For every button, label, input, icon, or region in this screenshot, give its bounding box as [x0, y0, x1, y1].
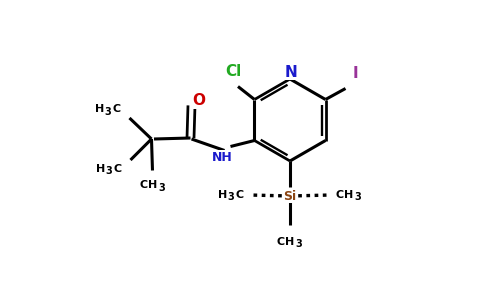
Text: C: C	[139, 181, 148, 190]
Text: 3: 3	[227, 193, 234, 202]
Text: C: C	[277, 237, 285, 247]
Text: NH: NH	[212, 151, 232, 164]
Text: C: C	[112, 104, 121, 114]
Text: N: N	[284, 64, 297, 80]
Text: H: H	[148, 181, 157, 190]
Text: H: H	[286, 237, 295, 247]
Text: C: C	[336, 190, 344, 200]
Text: 3: 3	[105, 167, 112, 176]
Text: Cl: Cl	[225, 64, 241, 79]
Text: I: I	[353, 66, 358, 81]
Text: 3: 3	[296, 239, 302, 249]
Text: Si: Si	[284, 190, 297, 202]
Text: 3: 3	[158, 182, 165, 193]
Text: 3: 3	[104, 106, 111, 116]
Text: H: H	[218, 190, 227, 200]
Text: H: H	[345, 190, 354, 200]
Text: 3: 3	[355, 193, 362, 202]
Text: H: H	[95, 104, 104, 114]
Text: H: H	[96, 164, 105, 174]
Text: C: C	[236, 190, 244, 200]
Text: O: O	[192, 93, 205, 108]
Text: C: C	[113, 164, 121, 174]
